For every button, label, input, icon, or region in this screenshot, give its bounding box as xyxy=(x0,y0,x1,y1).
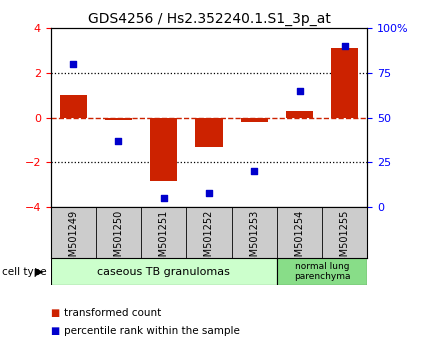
Text: GSM501251: GSM501251 xyxy=(159,210,169,269)
Text: GSM501250: GSM501250 xyxy=(114,210,124,269)
Bar xyxy=(150,118,177,181)
Text: ■: ■ xyxy=(51,308,60,318)
Text: ■: ■ xyxy=(51,326,60,336)
Bar xyxy=(241,118,268,122)
Title: GDS4256 / Hs2.352240.1.S1_3p_at: GDS4256 / Hs2.352240.1.S1_3p_at xyxy=(88,12,330,26)
Text: caseous TB granulomas: caseous TB granulomas xyxy=(97,267,230,277)
Text: cell type: cell type xyxy=(2,267,47,277)
Text: GSM501255: GSM501255 xyxy=(340,210,350,269)
Bar xyxy=(60,95,87,118)
Text: GSM501252: GSM501252 xyxy=(204,210,214,269)
Text: normal lung
parenchyma: normal lung parenchyma xyxy=(294,262,350,281)
Text: percentile rank within the sample: percentile rank within the sample xyxy=(64,326,240,336)
Bar xyxy=(195,118,223,147)
Point xyxy=(296,88,303,94)
Text: GSM501253: GSM501253 xyxy=(249,210,259,269)
Text: GSM501249: GSM501249 xyxy=(68,210,78,269)
Text: GSM501254: GSM501254 xyxy=(294,210,304,269)
Bar xyxy=(331,48,358,118)
Bar xyxy=(286,111,313,118)
Point xyxy=(341,44,348,49)
Bar xyxy=(51,258,277,285)
Point xyxy=(160,195,167,201)
Bar xyxy=(105,118,132,120)
Bar xyxy=(277,258,367,285)
Point xyxy=(251,169,258,174)
Text: transformed count: transformed count xyxy=(64,308,161,318)
Point xyxy=(205,190,213,196)
Text: ▶: ▶ xyxy=(35,267,43,277)
Point xyxy=(115,138,122,144)
Point xyxy=(70,61,77,67)
